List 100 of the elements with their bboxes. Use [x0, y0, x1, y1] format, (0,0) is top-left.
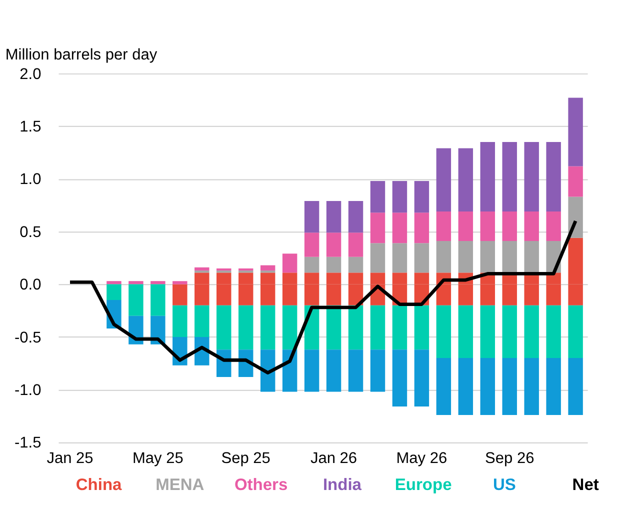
x-tick-label: May 25	[132, 450, 184, 468]
bar	[172, 305, 188, 337]
bar	[348, 200, 364, 233]
y-tick-label: 2.0	[20, 66, 42, 83]
y-tick-label: -1.0	[14, 382, 42, 399]
bar	[326, 256, 342, 273]
text: Net	[572, 476, 600, 494]
y-tick-label: 0.0	[20, 276, 42, 294]
bar	[370, 243, 386, 273]
bar	[458, 148, 474, 212]
bar	[106, 284, 122, 300]
bar	[260, 305, 276, 350]
x-tick-label: Jan 26	[310, 450, 358, 468]
bar	[304, 200, 320, 233]
bar	[524, 241, 539, 273]
x-tick-label: Jan 25	[46, 450, 94, 468]
y-tick-label: -0.5	[14, 329, 42, 346]
bar	[106, 281, 122, 284]
bar	[282, 305, 298, 350]
bar	[348, 350, 364, 392]
bar	[568, 98, 583, 166]
bar	[238, 305, 254, 350]
bar	[392, 305, 408, 350]
bar	[326, 200, 342, 233]
bar	[392, 180, 408, 213]
bar	[304, 256, 320, 273]
bar	[524, 142, 539, 212]
bar	[150, 284, 166, 316]
y-tick-label: 1.5	[20, 118, 42, 136]
line-series	[68, 219, 578, 374]
bar	[370, 180, 386, 213]
bar	[436, 241, 452, 273]
bar	[568, 166, 583, 197]
y-tick-label: 0.5	[20, 224, 42, 241]
bar	[524, 305, 539, 358]
bar	[436, 305, 452, 358]
bar	[128, 281, 144, 284]
bar	[502, 241, 517, 273]
y-tick-label: 1.0	[20, 171, 42, 188]
bar	[370, 212, 386, 244]
bar	[414, 243, 430, 273]
bar	[480, 358, 495, 415]
bar	[502, 142, 517, 212]
bar	[458, 212, 474, 242]
bar	[150, 281, 166, 284]
bar	[172, 284, 188, 306]
bar	[326, 350, 342, 392]
bar	[348, 232, 364, 257]
bar	[392, 212, 408, 244]
text: US	[492, 476, 516, 494]
bar	[436, 358, 452, 415]
bar	[348, 256, 364, 273]
bar	[194, 267, 210, 271]
bar	[194, 305, 210, 337]
bar	[414, 212, 430, 244]
bar	[458, 358, 474, 415]
bar	[304, 232, 320, 257]
bar	[414, 350, 430, 407]
bar	[546, 358, 561, 415]
bar	[436, 212, 452, 242]
bar	[172, 281, 188, 284]
bar	[480, 142, 495, 212]
bar	[568, 358, 583, 415]
bar	[546, 305, 561, 358]
bar	[436, 148, 452, 212]
bar	[216, 305, 232, 350]
bar	[480, 212, 495, 242]
bar	[414, 305, 430, 350]
bar	[348, 305, 364, 350]
bar	[480, 241, 495, 273]
bar	[502, 212, 517, 242]
bar	[304, 350, 320, 392]
bar	[370, 305, 386, 350]
bar	[458, 305, 474, 358]
y-tick-label: -1.5	[14, 434, 42, 452]
bar	[128, 284, 144, 316]
text: MENA	[156, 476, 204, 494]
bar	[524, 358, 539, 415]
bar	[392, 350, 408, 407]
bar	[568, 305, 583, 358]
bar	[414, 180, 430, 213]
bar	[480, 305, 495, 358]
bar	[216, 268, 232, 271]
bar	[524, 212, 539, 242]
text: Europe	[394, 476, 452, 494]
bar	[326, 232, 342, 257]
bar	[238, 268, 254, 271]
x-tick-label: Sep 26	[485, 450, 534, 468]
y-axis-title: Million barrels per day	[5, 46, 158, 64]
bar	[260, 350, 276, 392]
x-tick-label: May 26	[396, 450, 448, 468]
text: China	[76, 476, 123, 494]
bar	[502, 305, 517, 358]
x-tick-label: Sep 25	[221, 450, 270, 468]
bar	[370, 350, 386, 392]
bar	[392, 243, 408, 273]
bar	[546, 212, 561, 242]
text: Others	[234, 476, 288, 494]
bar	[260, 265, 276, 271]
bar	[282, 254, 298, 273]
